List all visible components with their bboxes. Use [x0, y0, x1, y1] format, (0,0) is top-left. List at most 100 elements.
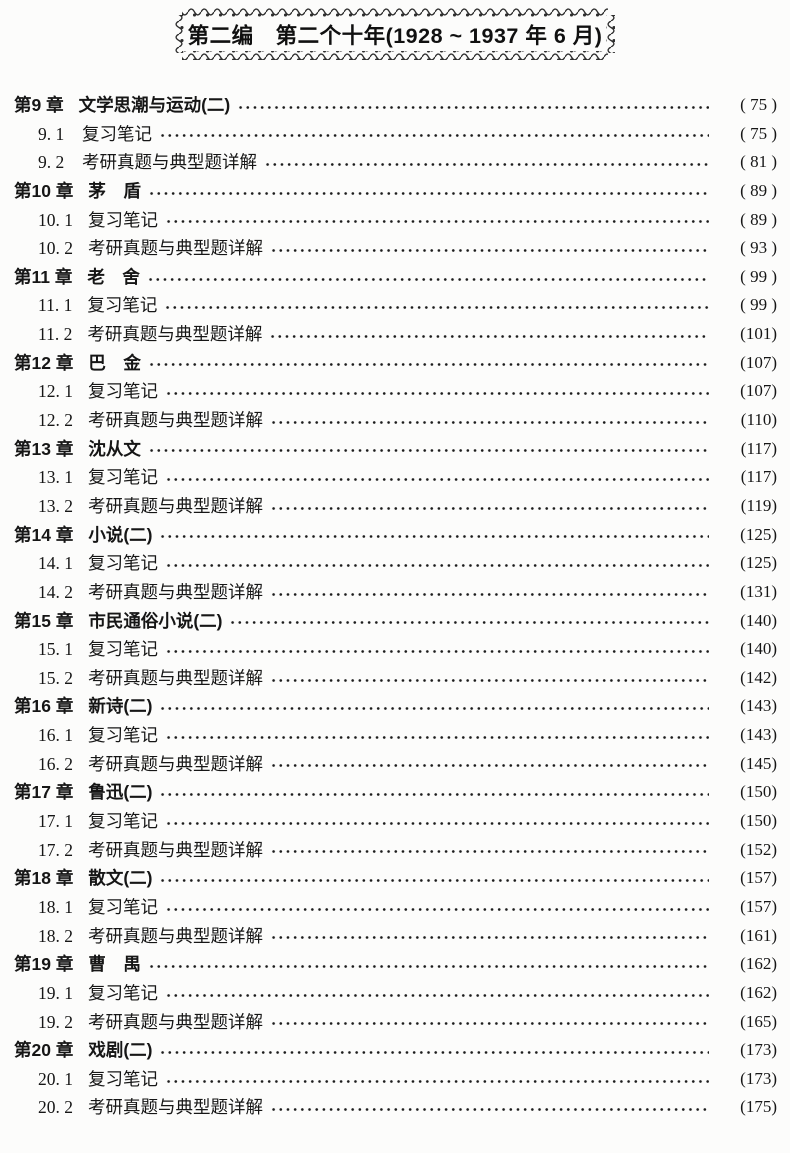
dot-leader: [147, 348, 709, 378]
toc-entry-page: (142): [740, 667, 777, 687]
toc-entry-title: 复习笔记: [88, 896, 158, 917]
toc-entry-page: (140): [740, 610, 777, 630]
toc-entry-page: ( 89 ): [740, 180, 777, 200]
toc-entry-page: (131): [740, 581, 777, 601]
toc-entry-title: 复习笔记: [88, 467, 158, 488]
toc-entry-title: 复习笔记: [88, 1068, 158, 1089]
toc-entry-page: (175): [740, 1097, 777, 1117]
toc-entry-title: 考研真题与典型题详解: [88, 1097, 263, 1118]
dot-leader: [270, 491, 709, 521]
toc-section-row: 19. 2 考研真题与典型题详解 (165): [14, 1007, 777, 1037]
dot-leader: [270, 234, 709, 263]
toc-section-row: 20. 1 复习笔记 (173): [14, 1064, 777, 1094]
toc-entry-title: 茅 盾: [88, 180, 141, 201]
toc-entry-number: 第17 章: [14, 782, 74, 803]
dot-leader: [159, 1036, 709, 1065]
toc-entry-number: 11. 1: [38, 295, 73, 316]
toc-entry-title: 文学思潮与运动(二): [78, 95, 231, 115]
toc-section-row: 9. 1 复习笔记 ( 75 ): [14, 119, 777, 149]
toc-entry-title: 市民通俗小说(二): [88, 610, 223, 631]
toc-entry-number: 18. 1: [38, 896, 73, 917]
toc-entry-title: 复习笔记: [88, 639, 158, 660]
toc-entry-number: 13. 2: [38, 495, 73, 516]
dot-leader: [165, 635, 709, 664]
toc-entry-page: (117): [740, 438, 777, 458]
toc-entry-number: 第10 章: [14, 180, 74, 201]
dot-leader: [270, 663, 709, 693]
dot-leader: [147, 176, 709, 206]
toc-section-row: 16. 1 复习笔记 (143): [14, 721, 777, 750]
dot-leader: [147, 434, 709, 464]
toc-entry-page: (161): [740, 925, 777, 945]
toc-entry-title: 复习笔记: [88, 209, 158, 230]
toc-entry-number: 第14 章: [14, 524, 74, 545]
toc-entry-page: (157): [740, 868, 777, 888]
toc-entry-page: (145): [740, 753, 777, 773]
toc-list: 第9 章 文学思潮与运动(二) ( 75 ) 9. 1 复习笔记 ( 75 ) …: [0, 60, 790, 1123]
toc-entry-number: 12. 2: [38, 410, 73, 431]
toc-entry-number: 16. 1: [38, 725, 73, 746]
toc-entry-page: ( 93 ): [740, 238, 777, 258]
toc-entry-page: (165): [740, 1011, 777, 1031]
toc-entry-title: 复习笔记: [88, 553, 158, 574]
toc-entry-page: (173): [740, 1040, 777, 1060]
toc-section-row: 18. 1 复习笔记 (157): [14, 892, 777, 922]
toc-entry-number: 第15 章: [14, 610, 74, 631]
toc-chapter-row: 第9 章 文学思潮与运动(二) ( 75 ): [14, 91, 777, 120]
toc-entry-page: (119): [740, 495, 777, 515]
part-title: 第二编 第二个十年(1928 ~ 1937 年 6 月): [187, 23, 603, 48]
toc-entry-title: 鲁迅(二): [88, 782, 153, 803]
dot-leader: [270, 577, 709, 607]
toc-entry-title: 复习笔记: [87, 295, 158, 316]
toc-entry-page: ( 75 ): [740, 123, 777, 143]
toc-entry-page: (140): [740, 639, 777, 659]
toc-entry-page: (152): [740, 839, 777, 859]
toc-entry-title: 复习笔记: [88, 381, 158, 402]
toc-section-row: 18. 2 考研真题与典型题详解 (161): [14, 921, 777, 951]
toc-entry-title: 考研真题与典型题详解: [88, 410, 263, 431]
toc-section-row: 13. 2 考研真题与典型题详解 (119): [14, 491, 777, 521]
toc-entry-title: 考研真题与典型题详解: [88, 495, 263, 516]
toc-entry-title: 考研真题与典型题详解: [82, 152, 257, 173]
dot-leader: [146, 262, 709, 292]
dot-leader: [165, 807, 709, 836]
toc-entry-title: 考研真题与典型题详解: [88, 581, 263, 602]
toc-entry-number: 10. 1: [38, 209, 73, 230]
toc-section-row: 10. 1 复习笔记 ( 89 ): [14, 205, 777, 235]
toc-entry-number: 第16 章: [14, 696, 74, 717]
toc-entry-title: 复习笔记: [88, 982, 158, 1003]
toc-entry-number: 第13 章: [14, 438, 74, 459]
toc-entry-title: 复习笔记: [88, 811, 158, 832]
toc-entry-number: 19. 2: [38, 1011, 73, 1032]
toc-entry-number: 9. 1: [38, 123, 65, 144]
toc-chapter-row: 第16 章 新诗(二) (143): [14, 692, 777, 722]
toc-entry-number: 10. 2: [38, 238, 73, 259]
toc-entry-page: (125): [740, 524, 777, 544]
toc-entry-page: (143): [740, 696, 777, 716]
toc-entry-page: ( 75 ): [740, 95, 777, 114]
toc-entry-number: 9. 2: [38, 152, 65, 173]
toc-section-row: 9. 2 考研真题与典型题详解 ( 81 ): [14, 148, 777, 177]
toc-entry-title: 老 舍: [87, 266, 140, 287]
toc-chapter-row: 第14 章 小说(二) (125): [14, 520, 777, 550]
toc-section-row: 15. 2 考研真题与典型题详解 (142): [14, 663, 777, 693]
toc-entry-number: 14. 2: [38, 581, 73, 602]
toc-entry-page: (101): [740, 324, 777, 344]
toc-entry-number: 17. 2: [38, 839, 73, 860]
dot-leader: [270, 406, 709, 435]
dot-leader: [147, 950, 709, 979]
dot-leader: [270, 835, 709, 865]
toc-section-row: 11. 2 考研真题与典型题详解 (101): [14, 320, 777, 349]
dot-leader: [269, 320, 709, 349]
toc-entry-page: (143): [740, 725, 777, 745]
toc-entry-page: (157): [740, 896, 777, 916]
toc-entry-page: (117): [740, 467, 777, 487]
toc-entry-page: (150): [740, 782, 777, 802]
toc-section-row: 20. 2 考研真题与典型题详解 (175): [14, 1093, 777, 1123]
toc-entry-title: 戏剧(二): [88, 1040, 153, 1061]
toc-section-row: 12. 2 考研真题与典型题详解 (110): [14, 406, 777, 435]
toc-chapter-row: 第11 章 老 舍 ( 99 ): [14, 262, 777, 292]
toc-chapter-row: 第15 章 市民通俗小说(二) (140): [14, 606, 777, 636]
toc-entry-title: 考研真题与典型题详解: [88, 925, 263, 946]
toc-entry-page: (107): [740, 352, 777, 372]
